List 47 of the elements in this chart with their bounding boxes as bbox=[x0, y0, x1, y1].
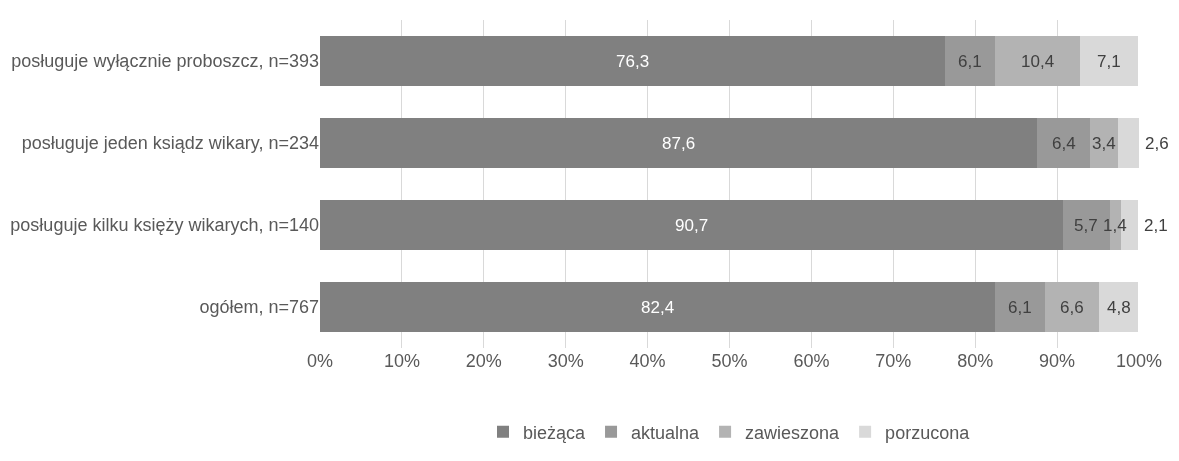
bar bbox=[944, 35, 995, 87]
data-label: 10,4 bbox=[1021, 52, 1055, 71]
data-label: 3,4 bbox=[1092, 134, 1116, 153]
x-tick-label: 0% bbox=[306, 351, 334, 371]
bar bbox=[1044, 281, 1099, 333]
x-tick-label: 20% bbox=[465, 351, 502, 371]
y-tick-label: posługuje jeden ksiądz wikary, n=234 bbox=[21, 133, 319, 154]
bar bbox=[994, 35, 1081, 87]
legend-label: aktualna bbox=[631, 422, 701, 443]
data-label: 2,1 bbox=[1144, 216, 1168, 235]
data-label: 6,4 bbox=[1052, 134, 1076, 153]
legend-label: bieżąca bbox=[523, 422, 587, 443]
x-tick-label: 60% bbox=[793, 351, 830, 371]
bar bbox=[1098, 281, 1139, 333]
x-tick-label: 80% bbox=[957, 351, 994, 371]
x-tick-label: 90% bbox=[1039, 351, 1076, 371]
x-tick-label: 10% bbox=[383, 351, 420, 371]
data-label: 2,6 bbox=[1145, 134, 1169, 153]
bar bbox=[320, 199, 1063, 251]
data-label: 7,1 bbox=[1097, 52, 1121, 71]
data-label: 6,1 bbox=[1008, 298, 1032, 317]
bar bbox=[994, 281, 1045, 333]
x-tick-label: 70% bbox=[875, 351, 912, 371]
x-tick-label: 50% bbox=[711, 351, 748, 371]
data-label: 82,4 bbox=[641, 298, 675, 317]
x-tick-label: 30% bbox=[547, 351, 584, 371]
bar bbox=[320, 117, 1038, 169]
data-label: 1,4 bbox=[1103, 216, 1127, 235]
x-tick-label: 40% bbox=[629, 351, 666, 371]
data-label: 5,7 bbox=[1074, 216, 1098, 235]
data-label: 76,3 bbox=[616, 52, 650, 71]
data-label: 87,6 bbox=[662, 134, 696, 153]
bar bbox=[320, 281, 995, 333]
data-label: 90,7 bbox=[675, 216, 709, 235]
y-tick-label: posługuje kilku księży wikarych, n=140 bbox=[10, 215, 319, 236]
bar bbox=[1117, 117, 1139, 169]
x-tick-label: 100% bbox=[1115, 351, 1163, 371]
data-label: 6,1 bbox=[958, 52, 982, 71]
y-tick-label: posługuje wyłącznie proboszcz, n=393 bbox=[11, 51, 319, 72]
bar bbox=[1037, 117, 1090, 169]
y-tick-label: ogółem, n=767 bbox=[199, 297, 319, 318]
data-label: 4,8 bbox=[1107, 298, 1131, 317]
bar bbox=[1080, 35, 1139, 87]
legend-label: porzucona bbox=[885, 422, 971, 443]
legend-label: zawieszona bbox=[745, 422, 841, 443]
data-label: 6,6 bbox=[1060, 298, 1084, 317]
bar bbox=[320, 35, 945, 87]
